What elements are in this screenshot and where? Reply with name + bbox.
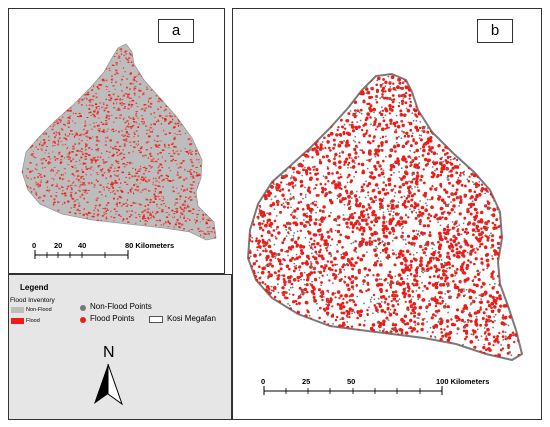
legend-panel <box>8 274 232 420</box>
non-flood-point-symbol <box>80 305 86 311</box>
non-flood-points-label: Non-Flood Points <box>90 302 152 311</box>
legend-subtitle: Flood Inventory <box>10 297 55 304</box>
map-a-basin <box>21 43 217 241</box>
flood-susceptibility-map-a <box>21 43 217 241</box>
kosi-megafan-boundary-symbol <box>149 316 163 323</box>
flood-class-label: Flood <box>26 318 40 324</box>
kosi-megafan-label: Kosi Megafan <box>167 314 216 323</box>
scale-a-end-label: 80 Kilometers <box>125 241 174 250</box>
scale-bar-b: 0 25 50 100 Kilometers <box>261 377 489 395</box>
non-flood-class-swatch <box>11 307 24 313</box>
scale-b-tick-50: 50 <box>347 377 355 386</box>
non-flood-class-label: Non-Flood <box>26 307 52 313</box>
north-arrow-label: N <box>103 344 115 361</box>
scale-a-tick-20: 20 <box>54 241 62 250</box>
legend-title: Legend <box>20 283 49 292</box>
scale-a-tick-0: 0 <box>32 241 36 250</box>
scale-b-tick-25: 25 <box>302 377 310 386</box>
panel-b-label: b <box>477 19 513 43</box>
scale-b-end-label: 100 Kilometers <box>436 377 489 386</box>
flood-inventory-map-b <box>246 72 524 362</box>
flood-class-swatch <box>11 318 24 324</box>
scale-b-tick-0: 0 <box>261 377 265 386</box>
scale-a-tick-40: 40 <box>78 241 86 250</box>
scale-bar-a: 0 20 40 80 Kilometers <box>32 241 174 259</box>
flood-points-label: Flood Points <box>90 314 135 323</box>
panel-a-label: a <box>158 19 194 43</box>
flood-point-symbol <box>80 317 86 323</box>
